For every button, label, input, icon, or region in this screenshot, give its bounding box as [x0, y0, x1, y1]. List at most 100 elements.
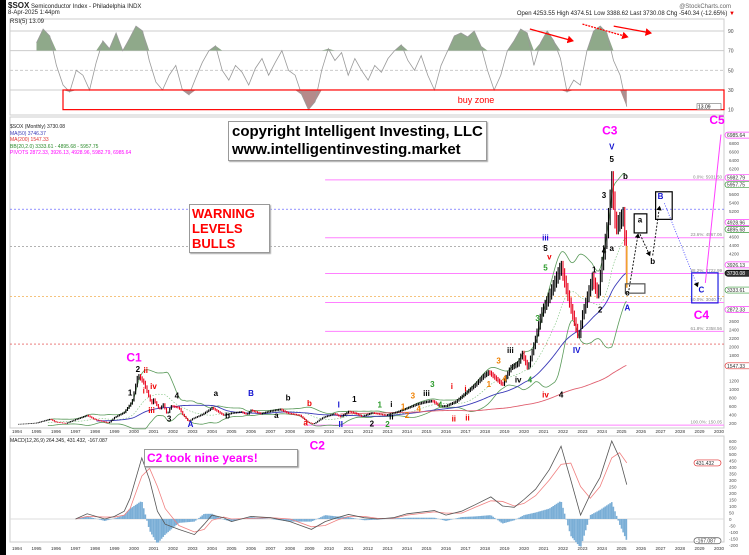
wave-label: 1 — [352, 395, 357, 404]
fib-label: 61.8%: 2358.56 — [690, 326, 722, 331]
macd-histogram-bar — [146, 519, 148, 521]
macd-histogram-bar — [545, 509, 548, 519]
macd-histogram-bar — [591, 514, 594, 519]
macd-histogram-bar — [170, 519, 173, 530]
macd-histogram-bar — [259, 518, 262, 519]
macd-year-tick-label: 2015 — [421, 546, 432, 551]
macd-histogram-bar — [284, 519, 286, 521]
wave-label: 3 — [535, 314, 540, 323]
macd-histogram-bar — [536, 512, 538, 519]
macd-histogram-bar — [567, 519, 569, 526]
warning-line1: WARNING — [192, 206, 255, 221]
macd-histogram-bar — [578, 519, 581, 547]
year-tick-label: 2019 — [499, 429, 510, 434]
macd-histogram-bar — [230, 519, 233, 522]
wave-label: 2 — [136, 365, 141, 374]
bollinger-upper — [47, 173, 627, 421]
legend: $SOX (Monthly) 3730.08 MA(50) 3746.37 MA… — [10, 124, 131, 157]
macd-tick-label: 200 — [729, 491, 737, 496]
rsi-tick-label: 90 — [728, 29, 734, 35]
macd-histogram-bar — [99, 519, 101, 520]
macd-histogram-bar — [430, 517, 433, 519]
wave-label: B — [248, 389, 254, 398]
divergence-arrow — [613, 25, 653, 36]
macd-histogram-bar — [549, 508, 551, 519]
year-tick-label: 2024 — [597, 429, 608, 434]
wave-label: II — [338, 420, 342, 429]
macd-histogram-bar — [446, 519, 449, 521]
year-tick-label: 2025 — [616, 429, 627, 434]
macd-histogram-bar — [441, 519, 444, 521]
price-tag — [724, 226, 749, 233]
macd-histogram-bar — [458, 517, 460, 519]
rsi-tick-label: 30 — [728, 88, 734, 94]
macd-tick-label: 550 — [729, 446, 737, 451]
macd-year-tick-label: 2016 — [441, 546, 452, 551]
macd-title: MACD(12,26,9) 264.345, 431.432, -167.087 — [10, 438, 108, 444]
year-tick-label: 2008 — [285, 429, 296, 434]
macd-histogram-bar — [583, 519, 585, 536]
rsi-value-tag — [696, 103, 722, 110]
macd-histogram-bar — [623, 519, 626, 537]
year-tick-label: 2012 — [363, 429, 374, 434]
rsi-tick-label: 70 — [728, 49, 734, 55]
macd-histogram-bar — [204, 513, 207, 519]
macd-histogram-bar — [354, 518, 356, 519]
year-tick-label: 1997 — [70, 429, 81, 434]
macd-histogram-bar — [186, 519, 189, 523]
macd-histogram-bar — [625, 519, 628, 540]
year-tick-label: 2010 — [324, 429, 335, 434]
macd-histogram-bar — [313, 519, 316, 521]
price-tag-text: 6985.64 — [727, 133, 745, 139]
macd-histogram-bar — [307, 519, 309, 522]
macd-histogram-bar — [337, 516, 340, 519]
year-tick-label: 2011 — [344, 429, 354, 434]
wave-label: 1 — [592, 265, 597, 274]
macd-year-tick-label: 2001 — [148, 546, 159, 551]
macd-histogram-bar — [300, 519, 303, 522]
macd-histogram-bar — [162, 519, 165, 537]
price-tag — [724, 261, 749, 269]
macd-histogram-bar — [341, 516, 343, 519]
price-tick-label: 6200 — [729, 166, 740, 171]
macd-histogram-bar — [476, 516, 478, 519]
macd-histogram-bar — [424, 517, 426, 519]
price-tag — [724, 306, 749, 313]
macd-histogram-bar — [394, 518, 397, 519]
price-tick-label: 1000 — [729, 387, 740, 392]
macd-histogram-bar — [375, 519, 377, 520]
macd-histogram-bar — [323, 515, 325, 519]
macd-histogram-bar — [329, 515, 332, 519]
macd-histogram-bar — [372, 519, 374, 520]
macd-histogram-bar — [617, 519, 620, 521]
macd-year-tick-label: 2006 — [246, 546, 257, 551]
macd-histogram-bar — [173, 519, 176, 527]
macd-histogram-bar — [581, 519, 584, 542]
macd-histogram-bar — [103, 519, 106, 521]
macd-year-tick-label: 2026 — [636, 546, 647, 551]
macd-histogram-bar — [108, 519, 111, 520]
macd-histogram-bar — [181, 519, 184, 523]
macd-histogram-bar — [596, 511, 598, 519]
macd-histogram-bar — [550, 507, 553, 519]
price-tick-label: 600 — [729, 404, 737, 409]
macd-histogram-bar — [367, 519, 369, 521]
macd-histogram-bar — [126, 511, 129, 519]
macd-histogram-bar — [537, 511, 540, 519]
credit: @StockCharts.com — [679, 4, 731, 10]
macd-histogram-bar — [185, 519, 187, 523]
price-tick-label: 200 — [729, 421, 737, 426]
macd-year-tick-label: 2009 — [304, 546, 315, 551]
macd-histogram-bar — [474, 516, 477, 519]
macd-tick-label: 100 — [729, 504, 737, 509]
macd-histogram-bar — [276, 519, 278, 520]
macd-year-tick-label: 2012 — [363, 546, 374, 551]
macd-year-tick-label: 2005 — [226, 546, 237, 551]
wave-label: A — [624, 304, 630, 313]
macd-histogram-bar — [139, 501, 142, 519]
macd-histogram-bar — [508, 519, 511, 522]
macd-histogram-bar — [529, 513, 532, 519]
macd-histogram-bar — [214, 515, 217, 519]
macd-histogram-bar — [155, 519, 158, 543]
macd-histogram-bar — [201, 515, 204, 519]
